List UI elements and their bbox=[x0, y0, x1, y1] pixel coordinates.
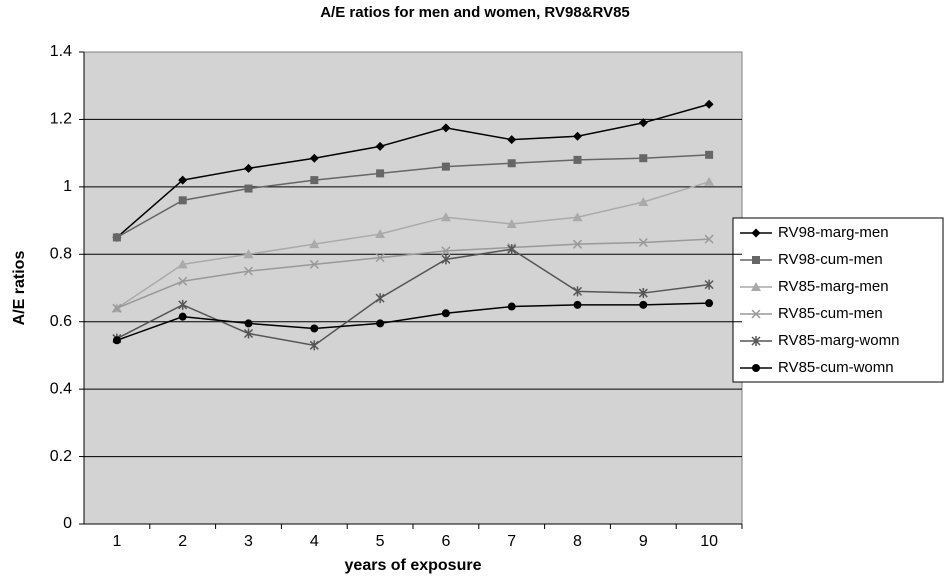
data-point bbox=[309, 259, 319, 269]
series-line bbox=[116, 238, 710, 309]
legend-label: RV98-cum-men bbox=[778, 251, 883, 268]
data-point bbox=[177, 259, 188, 269]
series-line bbox=[116, 248, 710, 347]
legend-marker bbox=[751, 309, 761, 319]
data-point bbox=[704, 176, 715, 186]
legend-label: RV85-marg-womn bbox=[778, 332, 899, 349]
data-point bbox=[309, 340, 319, 351]
series-line bbox=[116, 103, 710, 238]
x-axis-label: years of exposure bbox=[345, 557, 482, 574]
data-point bbox=[638, 118, 648, 128]
x-tick-label: 9 bbox=[639, 533, 648, 550]
legend-label: RV98-marg-men bbox=[778, 224, 889, 241]
data-point bbox=[639, 300, 648, 309]
y-tick-label: 0.8 bbox=[50, 246, 72, 263]
data-point bbox=[507, 244, 517, 255]
y-tick-label: 1.4 bbox=[50, 43, 72, 60]
legend-marker bbox=[752, 364, 760, 372]
x-tick-label: 2 bbox=[178, 533, 187, 550]
series-line bbox=[116, 154, 710, 239]
data-point bbox=[506, 218, 517, 228]
x-tick-label: 3 bbox=[244, 533, 253, 550]
data-point bbox=[310, 176, 319, 185]
x-tick-label: 6 bbox=[441, 533, 450, 550]
data-point bbox=[441, 254, 451, 265]
data-point bbox=[178, 276, 188, 286]
data-point bbox=[244, 184, 253, 193]
data-point bbox=[243, 266, 254, 276]
data-point bbox=[375, 141, 385, 151]
x-tick-label: 4 bbox=[310, 533, 319, 550]
data-point bbox=[507, 302, 516, 311]
data-point bbox=[441, 246, 451, 256]
data-point bbox=[639, 154, 648, 163]
data-point bbox=[244, 319, 253, 328]
data-point bbox=[309, 153, 319, 163]
data-point bbox=[507, 135, 517, 145]
data-point bbox=[705, 150, 714, 159]
data-point bbox=[704, 99, 714, 109]
data-point bbox=[704, 234, 714, 244]
data-point bbox=[376, 169, 385, 178]
x-tick-label: 7 bbox=[507, 533, 516, 550]
series-line bbox=[116, 302, 710, 341]
series-line bbox=[116, 181, 710, 309]
data-point bbox=[572, 212, 583, 222]
data-point bbox=[507, 159, 516, 168]
data-point bbox=[572, 286, 583, 297]
y-tick-label: 0.6 bbox=[50, 313, 72, 330]
x-tick-label: 1 bbox=[112, 533, 121, 550]
data-point bbox=[244, 163, 253, 173]
data-point bbox=[310, 324, 319, 333]
y-tick-label: 0.4 bbox=[50, 380, 72, 397]
data-point bbox=[573, 155, 582, 164]
data-point bbox=[375, 253, 385, 263]
data-point bbox=[705, 299, 714, 308]
legend-marker bbox=[751, 228, 761, 238]
data-point bbox=[441, 162, 450, 171]
data-point bbox=[112, 303, 122, 313]
data-point bbox=[243, 249, 254, 259]
legend-label: RV85-cum-men bbox=[778, 305, 883, 322]
data-point bbox=[112, 233, 121, 242]
y-tick-label: 0.2 bbox=[50, 448, 72, 465]
y-tick-label: 0 bbox=[63, 515, 72, 532]
data-point bbox=[440, 212, 451, 222]
data-point bbox=[441, 123, 451, 133]
y-axis-label: A/E ratios bbox=[11, 251, 28, 326]
data-point bbox=[704, 279, 714, 290]
legend-marker bbox=[751, 336, 761, 346]
y-tick-label: 1 bbox=[63, 178, 72, 195]
data-point bbox=[178, 312, 187, 321]
data-point bbox=[178, 196, 187, 205]
data-point bbox=[309, 239, 320, 249]
data-point bbox=[243, 328, 254, 339]
x-tick-label: 8 bbox=[573, 533, 582, 550]
legend bbox=[732, 217, 944, 383]
data-point bbox=[573, 131, 582, 141]
y-tick-label: 1.2 bbox=[50, 111, 72, 128]
data-point bbox=[376, 319, 385, 328]
data-point bbox=[638, 237, 648, 248]
data-point bbox=[638, 288, 648, 299]
data-point bbox=[112, 336, 121, 345]
data-point bbox=[375, 293, 385, 304]
legend-marker bbox=[751, 282, 761, 291]
data-point bbox=[178, 175, 188, 185]
data-point bbox=[573, 300, 582, 309]
legend-marker bbox=[752, 256, 760, 264]
data-point bbox=[572, 239, 583, 249]
x-tick-label: 5 bbox=[376, 533, 385, 550]
data-point bbox=[178, 299, 188, 310]
chart-title: A/E ratios for men and women, RV98&RV85 bbox=[320, 4, 630, 21]
data-point bbox=[375, 229, 386, 239]
data-point bbox=[441, 309, 450, 318]
data-point bbox=[638, 197, 649, 207]
legend-label: RV85-cum-womn bbox=[778, 359, 894, 376]
x-tick-label: 10 bbox=[700, 533, 718, 550]
legend-label: RV85-marg-men bbox=[778, 278, 889, 295]
plot-area bbox=[83, 51, 743, 525]
